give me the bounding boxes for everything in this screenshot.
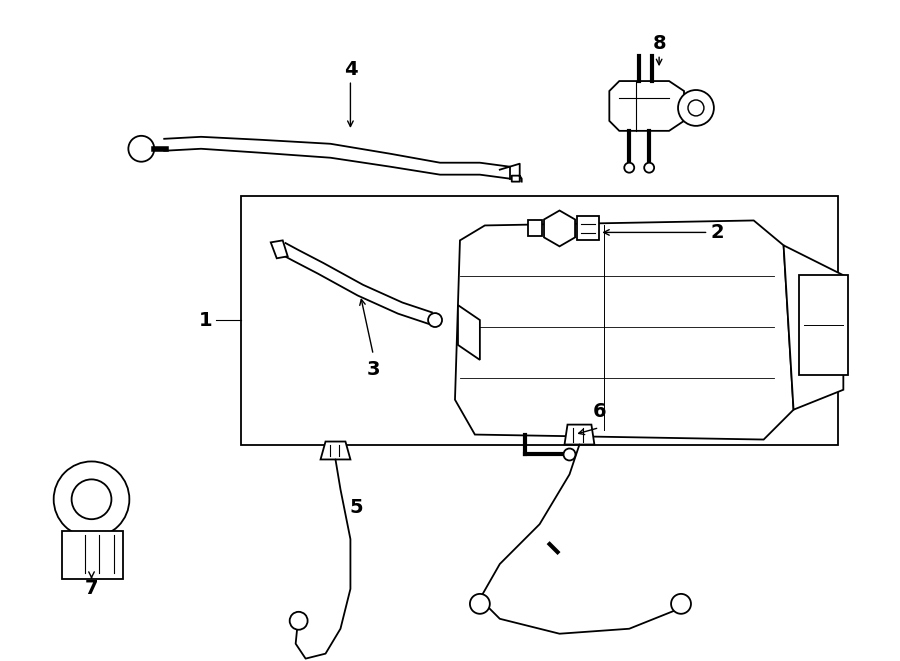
Bar [527, 221, 542, 237]
Bar [578, 217, 599, 241]
Polygon shape [609, 81, 684, 131]
Text: 8: 8 [652, 34, 666, 53]
Polygon shape [544, 210, 575, 247]
Text: 7: 7 [85, 580, 98, 598]
Text: 4: 4 [344, 59, 357, 79]
Circle shape [290, 612, 308, 630]
Text: 1: 1 [199, 311, 212, 330]
Text: 2: 2 [710, 223, 724, 242]
Bar [241, 196, 839, 444]
Circle shape [428, 313, 442, 327]
Polygon shape [564, 424, 594, 444]
Circle shape [625, 163, 634, 173]
Circle shape [129, 136, 154, 162]
Polygon shape [784, 245, 843, 410]
Circle shape [54, 461, 130, 537]
Circle shape [470, 594, 490, 614]
Text: 3: 3 [366, 360, 380, 379]
Circle shape [72, 479, 112, 519]
Circle shape [671, 594, 691, 614]
Bar [798, 275, 849, 375]
Circle shape [563, 449, 575, 461]
Circle shape [678, 90, 714, 126]
Polygon shape [458, 305, 480, 360]
Polygon shape [271, 241, 288, 258]
Circle shape [644, 163, 654, 173]
Polygon shape [455, 221, 794, 440]
Text: 6: 6 [592, 402, 607, 421]
Bar [61, 531, 123, 579]
Polygon shape [320, 442, 350, 459]
Text: 5: 5 [349, 498, 364, 517]
